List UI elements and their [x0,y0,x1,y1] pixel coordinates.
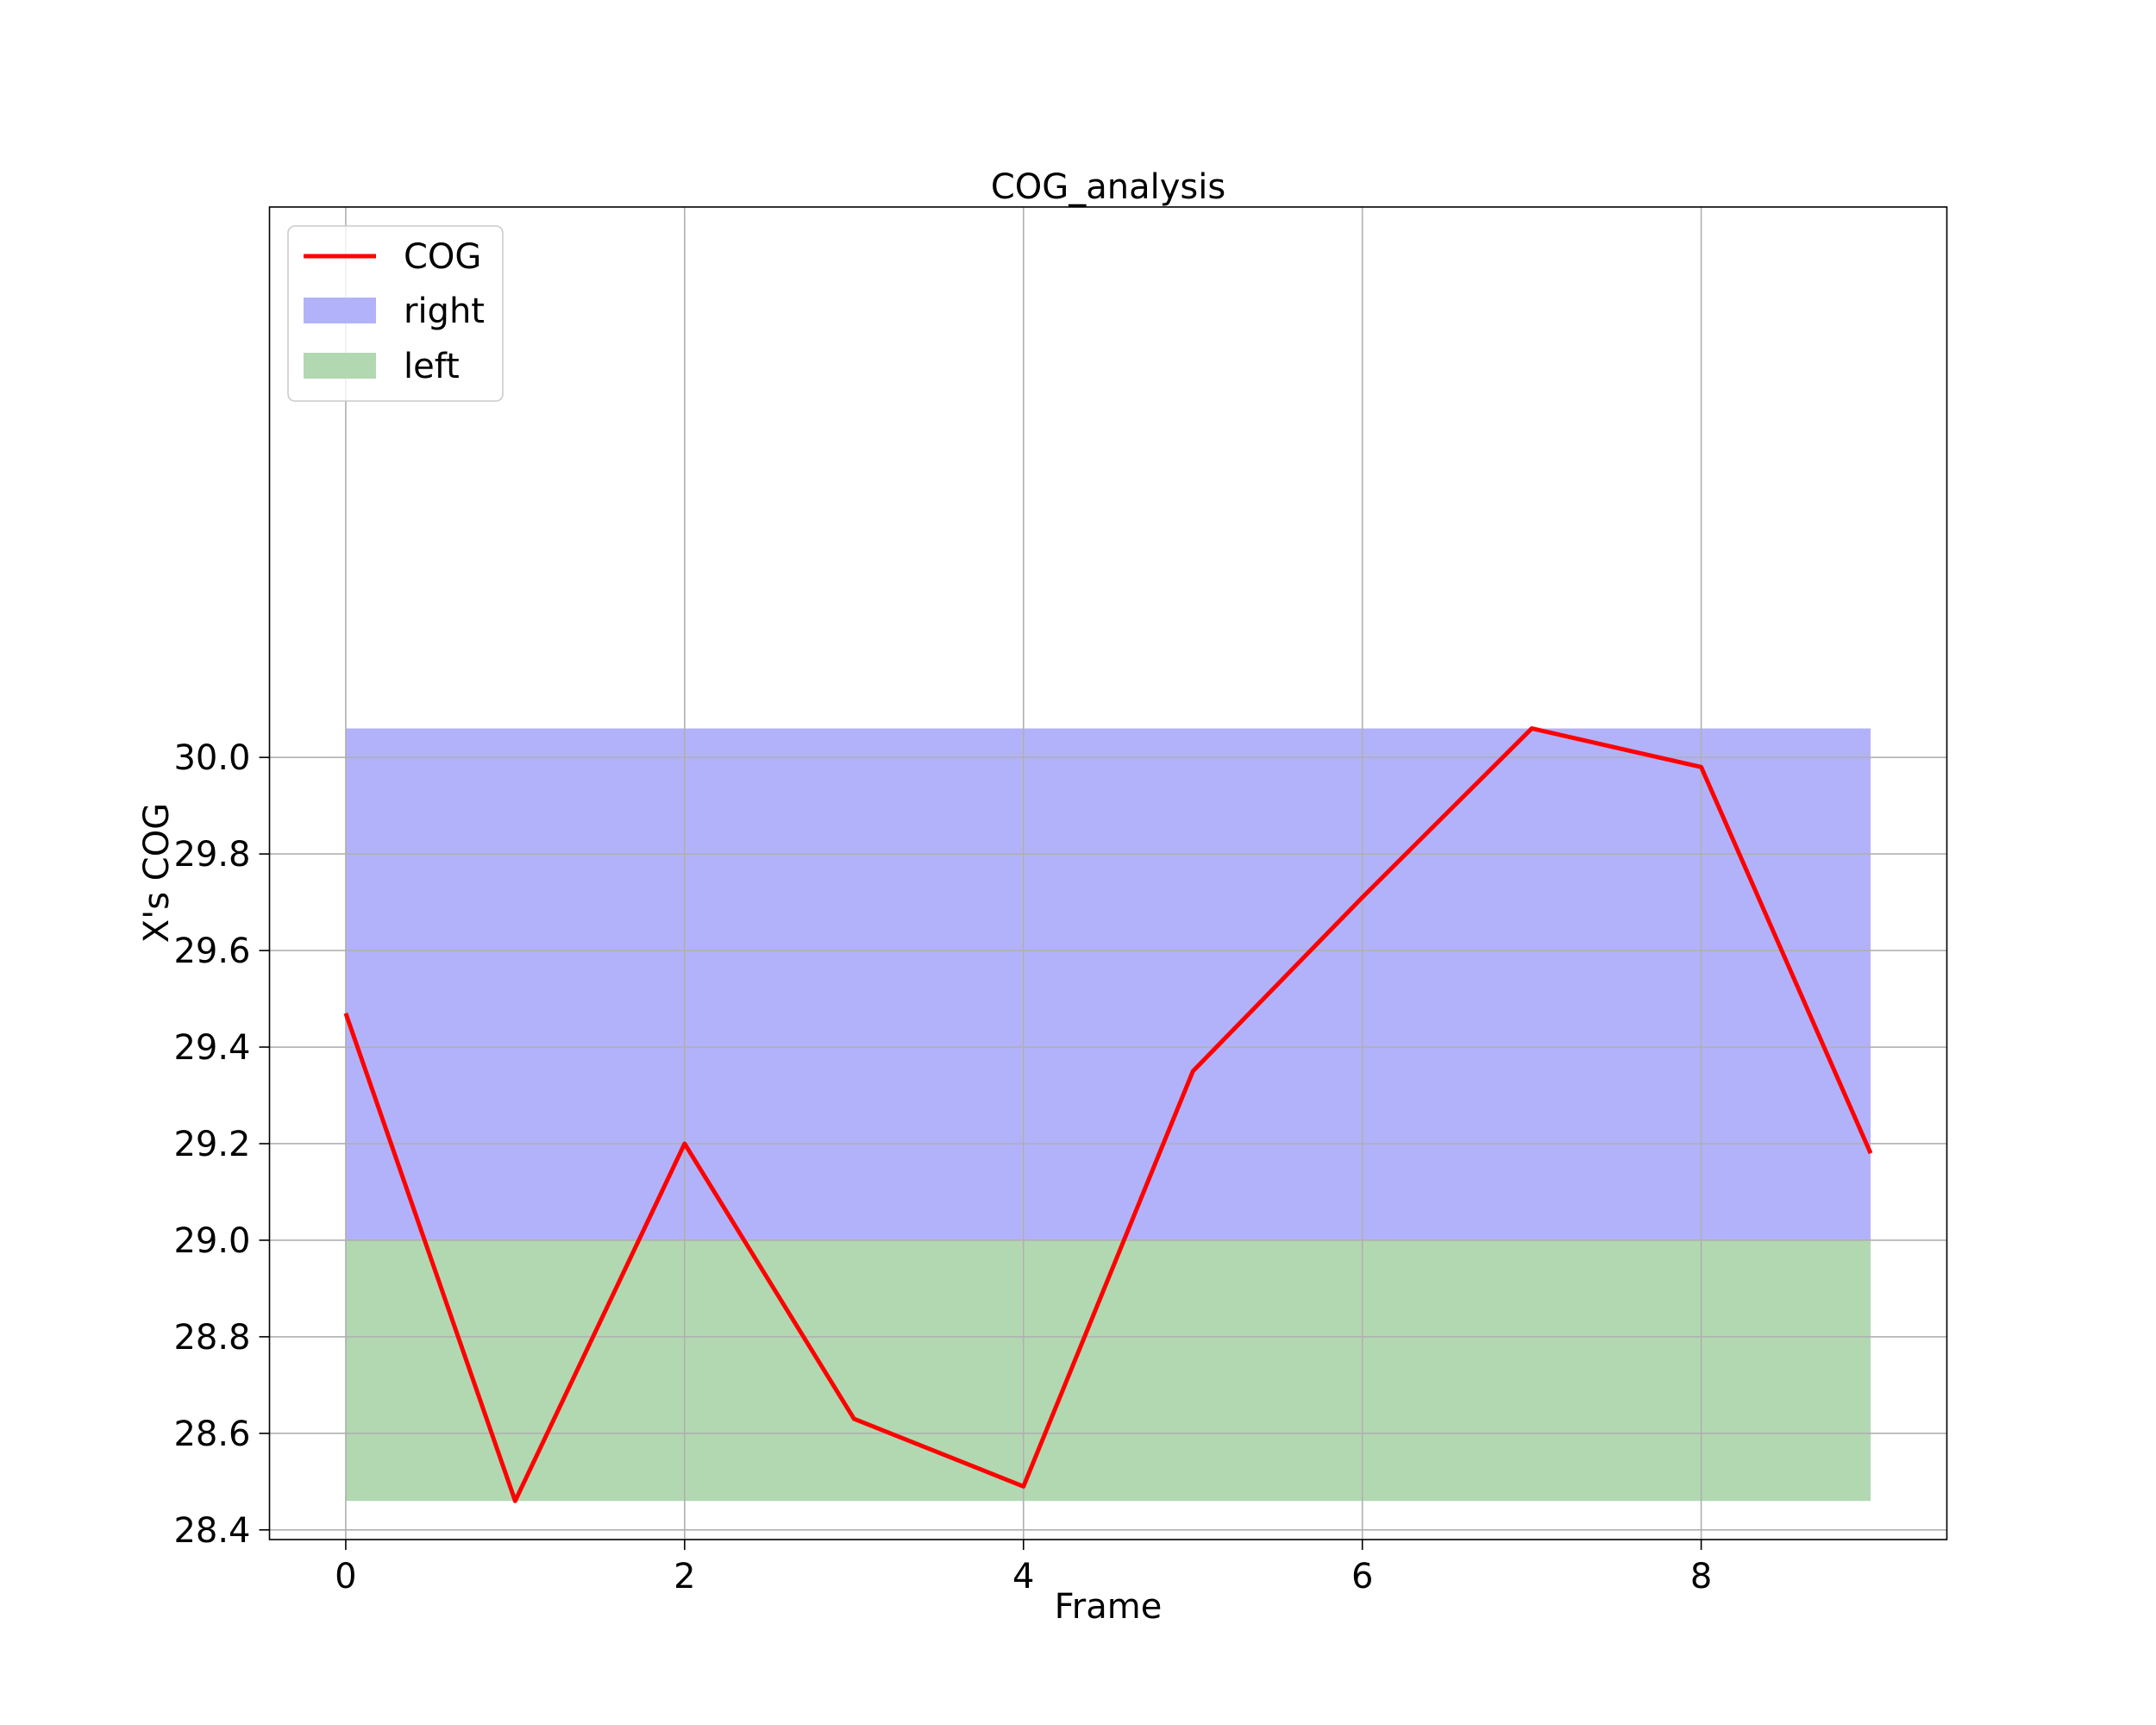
chart-title: COG_analysis [991,167,1225,207]
legend-label-left: left [404,347,460,386]
y-tick-label: 28.8 [173,1318,250,1358]
y-axis-label: X's COG [137,803,177,943]
y-tick-label: 29.8 [173,835,250,875]
x-tick-label: 8 [1690,1557,1712,1596]
legend-swatch-left [304,353,376,379]
x-tick-label: 0 [335,1557,356,1596]
x-axis-ticks: 0 2 4 6 8 [335,1540,1712,1596]
x-tick-label: 2 [674,1557,695,1596]
band-right [345,728,1871,1240]
x-tick-label: 6 [1351,1557,1373,1596]
y-tick-label: 28.4 [173,1511,250,1551]
legend-label-COG: COG [404,237,481,277]
legend-entries: COG right left [304,237,485,386]
y-tick-label: 29.0 [173,1221,250,1261]
y-tick-label: 30.0 [173,738,250,778]
series-line-COG [343,726,1873,1503]
legend-label-right: right [404,292,485,331]
y-tick-label: 29.4 [173,1028,250,1068]
y-tick-label: 29.2 [173,1125,250,1164]
legend-swatch-right [304,298,376,323]
y-axis-ticks: 28.4 28.6 28.8 29.0 29.2 29.4 29.6 29.8 30.0 [173,738,270,1551]
y-tick-label: 29.6 [173,932,250,971]
x-tick-label: 4 [1012,1557,1034,1596]
plot-area-frame [268,206,1948,1540]
y-tick-label: 28.6 [173,1414,250,1454]
legend: COG right left [287,225,504,402]
x-axis-label: Frame [1055,1587,1163,1627]
series-layer [343,726,1873,1503]
bands-layer [345,728,1871,1502]
